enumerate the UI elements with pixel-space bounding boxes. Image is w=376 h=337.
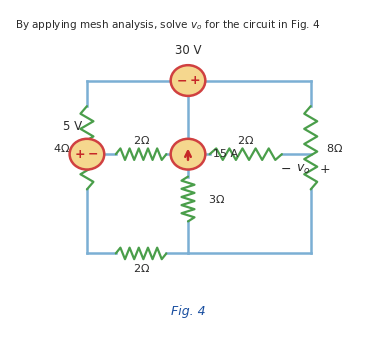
Text: Fig. 4: Fig. 4 <box>171 305 205 317</box>
Text: −: − <box>88 148 99 161</box>
Text: −: − <box>280 163 291 176</box>
Text: 30 V: 30 V <box>175 44 201 57</box>
Text: 8$\Omega$: 8$\Omega$ <box>326 142 343 154</box>
Text: +: + <box>75 148 86 161</box>
Circle shape <box>171 139 205 170</box>
Text: 4$\Omega$: 4$\Omega$ <box>53 142 70 154</box>
Text: +: + <box>189 74 200 87</box>
Circle shape <box>171 65 205 96</box>
Text: 3$\Omega$: 3$\Omega$ <box>208 193 225 205</box>
Text: 2$\Omega$: 2$\Omega$ <box>132 134 150 146</box>
Text: 2$\Omega$: 2$\Omega$ <box>132 262 150 274</box>
Text: +: + <box>320 163 331 176</box>
Text: 2$\Omega$: 2$\Omega$ <box>237 134 254 146</box>
Text: 15 A: 15 A <box>212 149 238 159</box>
Text: 5 V: 5 V <box>63 120 82 132</box>
Text: By applying mesh analysis, solve $v_o$ for the circuit in Fig. 4: By applying mesh analysis, solve $v_o$ f… <box>15 18 320 32</box>
Text: $v_o$: $v_o$ <box>296 163 311 176</box>
Text: −: − <box>176 74 187 87</box>
Circle shape <box>70 139 104 170</box>
